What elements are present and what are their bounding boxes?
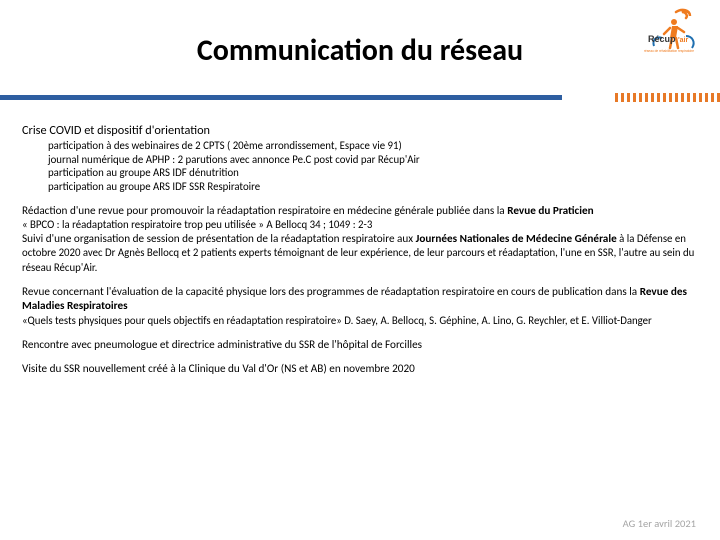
logo: Récup 'air réseau de réhabilitation resp… <box>636 8 700 56</box>
footer-date: AG 1er avril 2021 <box>623 517 696 530</box>
list-item: participation au groupe ARS IDF dénutrit… <box>48 166 698 180</box>
text: Revue concernant l'évaluation de la capa… <box>22 285 640 299</box>
section-revue-maladies: Revue concernant l'évaluation de la capa… <box>22 285 698 327</box>
section-forcilles: Rencontre avec pneumologue et directrice… <box>22 338 698 352</box>
section-heading-covid: Crise COVID et dispositif d'orientation <box>22 123 698 139</box>
logo-tagline: réseau de réhabilitation respiratoire <box>644 49 694 53</box>
journal-name: Revue du Praticien <box>507 204 593 218</box>
title-rule <box>0 93 720 103</box>
logo-small-text: 'air <box>678 37 689 44</box>
event-name: Journées Nationales de Médecine Générale <box>416 232 617 246</box>
text: Rédaction d'une revue pour promouvoir la… <box>22 204 507 218</box>
list-item: participation au groupe ARS IDF SSR Resp… <box>48 180 698 194</box>
slide-title: Communication du réseau <box>0 32 720 69</box>
text: Suivi d'une organisation de session de p… <box>22 232 416 246</box>
list-item: journal numérique de APHP : 2 parutions … <box>48 153 698 167</box>
rule-dots <box>615 93 720 102</box>
section-val-dor: Visite du SSR nouvellement créé à la Cli… <box>22 362 698 376</box>
section-revue-praticien: Rédaction d'une revue pour promouvoir la… <box>22 204 698 275</box>
list-item: participation à des webinaires de 2 CPTS… <box>48 139 698 153</box>
covid-item-list: participation à des webinaires de 2 CPTS… <box>48 139 698 194</box>
citation: «Quels tests physiques pour quels object… <box>22 314 698 328</box>
citation: « BPCO : la réadaptation respiratoire tr… <box>22 218 698 232</box>
logo-big-text: Récup <box>648 34 676 44</box>
